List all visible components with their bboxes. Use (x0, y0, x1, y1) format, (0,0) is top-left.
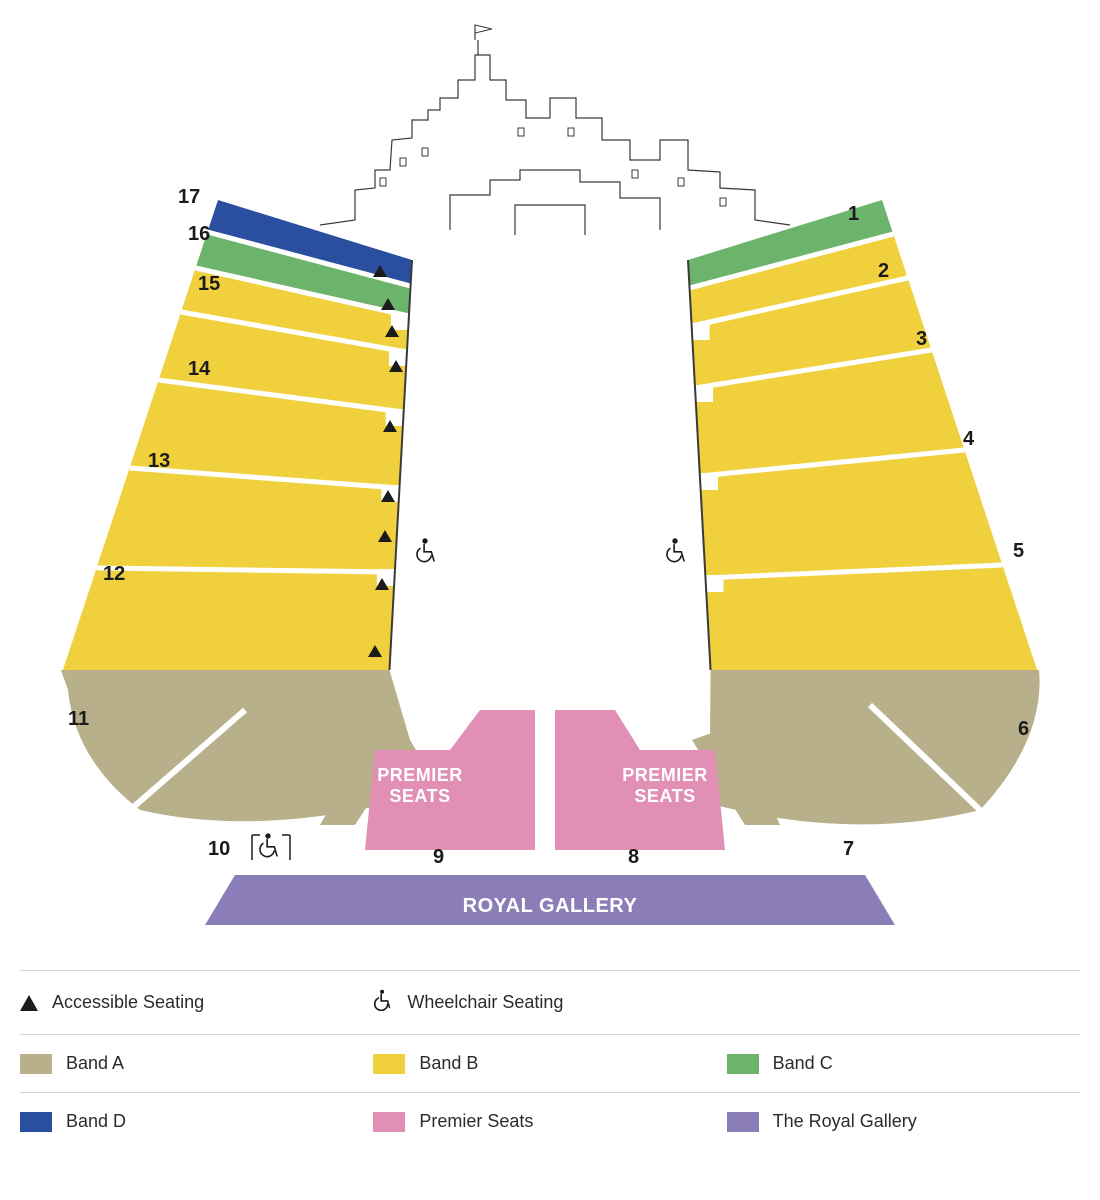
section-label-6: 6 (1018, 718, 1029, 741)
legend-label: Band B (419, 1053, 478, 1074)
legend-band-c: Band C (727, 1053, 1080, 1074)
section-label-11: 11 (68, 708, 89, 731)
section-label-5: 5 (1013, 540, 1024, 563)
premier-seats-right-text: PREMIERSEATS (575, 765, 755, 806)
legend-label: Band A (66, 1053, 124, 1074)
section-label-10: 10 (208, 838, 230, 861)
legend-wheelchair: Wheelchair Seating (373, 989, 726, 1016)
section-label-4: 4 (963, 428, 974, 451)
swatch (727, 1054, 759, 1074)
legend-label: Accessible Seating (52, 992, 204, 1013)
seating-map: PREMIERSEATS PREMIERSEATS ROYAL GALLERY … (20, 20, 1080, 950)
legend-royal: The Royal Gallery (727, 1111, 1080, 1132)
legend-band-b: Band B (373, 1053, 726, 1074)
section-label-3: 3 (916, 328, 927, 351)
triangle-icon (20, 995, 38, 1011)
legend-label: Wheelchair Seating (407, 992, 563, 1013)
legend-row-2: Band D Premier Seats The Royal Gallery (20, 1092, 1080, 1150)
legend-spacer (727, 989, 1080, 1016)
section-label-17: 17 (178, 186, 200, 209)
legend-band-a: Band A (20, 1053, 373, 1074)
section-label-7: 7 (843, 838, 854, 861)
legend-row-1: Band A Band B Band C (20, 1034, 1080, 1092)
legend: Accessible Seating Wheelchair Seating Ba… (20, 970, 1080, 1150)
legend-label: Band C (773, 1053, 833, 1074)
section-label-14: 14 (188, 358, 210, 381)
legend-accessible: Accessible Seating (20, 989, 373, 1016)
section-label-13: 13 (148, 450, 170, 473)
legend-row-icons: Accessible Seating Wheelchair Seating (20, 970, 1080, 1034)
swatch (373, 1054, 405, 1074)
swatch (727, 1112, 759, 1132)
legend-premier: Premier Seats (373, 1111, 726, 1132)
seating-map-svg (20, 20, 1080, 950)
swatch (20, 1112, 52, 1132)
section-label-15: 15 (198, 273, 220, 296)
legend-band-d: Band D (20, 1111, 373, 1132)
swatch (20, 1054, 52, 1074)
section-label-9: 9 (433, 846, 444, 869)
swatch (373, 1112, 405, 1132)
section-label-12: 12 (103, 563, 125, 586)
legend-label: Band D (66, 1111, 126, 1132)
legend-label: The Royal Gallery (773, 1111, 917, 1132)
wheelchair-icon (373, 989, 393, 1016)
section-label-8: 8 (628, 846, 639, 869)
section-label-16: 16 (188, 223, 210, 246)
premier-seats-left-text: PREMIERSEATS (330, 765, 510, 806)
legend-label: Premier Seats (419, 1111, 533, 1132)
section-label-1: 1 (848, 203, 859, 226)
section-label-2: 2 (878, 260, 889, 283)
royal-gallery-text: ROYAL GALLERY (20, 895, 1080, 918)
